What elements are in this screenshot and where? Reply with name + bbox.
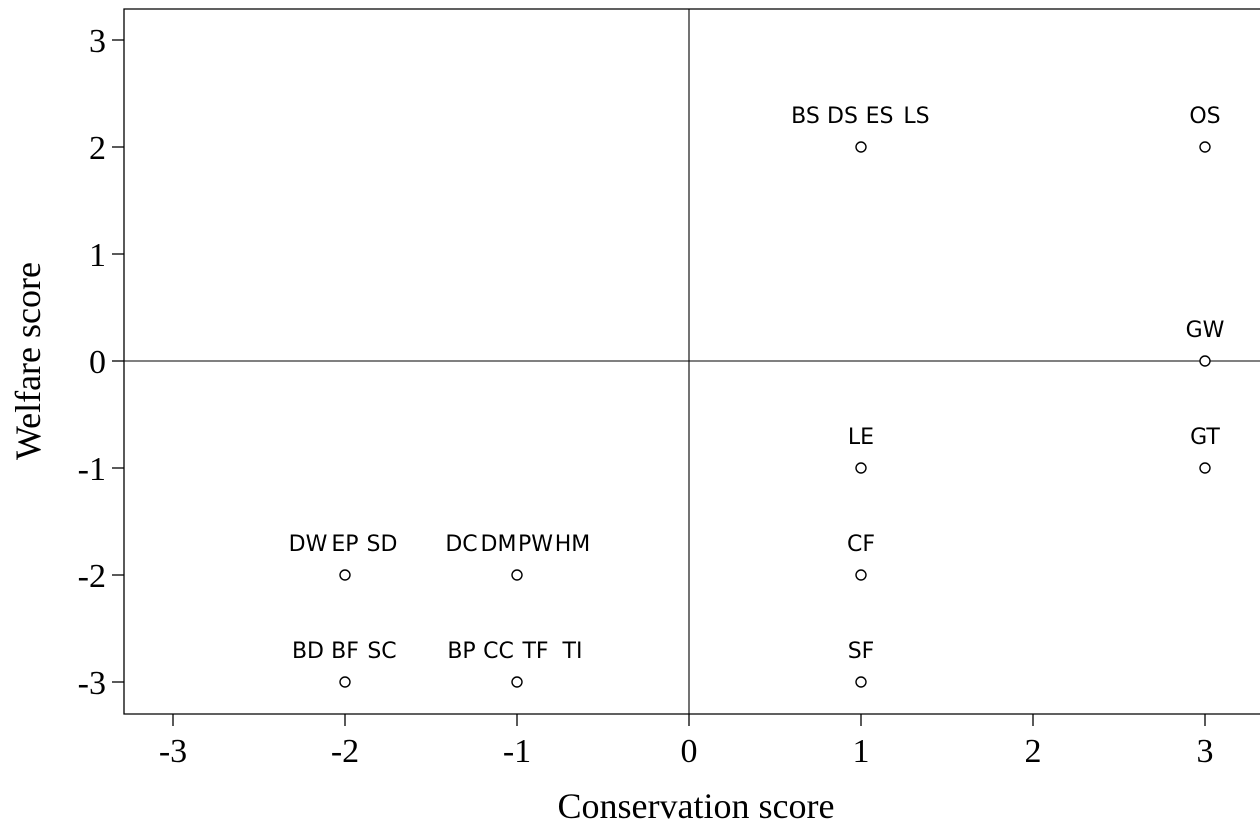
point-label: DW (289, 532, 328, 557)
point-label: TI (562, 639, 583, 664)
x-tick-label: 0 (681, 733, 698, 770)
point-label: SD (367, 532, 398, 557)
point-label: CC (483, 639, 514, 664)
y-axis: -3 -2 -1 0 1 2 3 (78, 23, 124, 702)
x-tick-label: 3 (1197, 733, 1214, 770)
data-point (855, 462, 867, 474)
point-label: EP (331, 532, 358, 557)
point-label: BF (331, 639, 359, 664)
y-tick-label: -1 (78, 451, 106, 488)
point-label: LS (903, 104, 929, 129)
data-point (855, 676, 867, 688)
point-label: OS (1189, 104, 1220, 129)
data-point-group: DC DM PW HM (445, 532, 591, 581)
data-point-group: BD BF SC (292, 639, 397, 688)
point-label: BD (292, 639, 324, 664)
x-tick-label: -3 (159, 733, 187, 770)
y-tick-label: -3 (78, 665, 106, 702)
data-point-group: CF (847, 532, 875, 581)
data-point-group: OS (1189, 104, 1221, 153)
y-axis-title: Welfare score (8, 262, 48, 460)
x-tick-label: -1 (503, 733, 531, 770)
point-label: GT (1190, 425, 1220, 450)
data-point-group: GT (1190, 425, 1220, 474)
x-axis: -3 -2 -1 0 1 2 3 (159, 714, 1214, 770)
data-point (1199, 355, 1211, 367)
reference-lines (124, 9, 1260, 714)
data-point (1199, 462, 1211, 474)
data-point-group: LE (848, 425, 874, 474)
point-label: LE (848, 425, 874, 450)
y-tick-label: 2 (89, 130, 106, 167)
point-label: SF (848, 639, 875, 664)
data-points: BS DS ES LS OS GW LE GT DW EP SD DC DM PW HM CF BD BF SC BP… (289, 104, 1225, 688)
y-tick-label: 3 (89, 23, 106, 60)
data-point (855, 141, 867, 153)
x-tick-label: -2 (331, 733, 359, 770)
data-point (511, 569, 523, 581)
point-label: BS (791, 104, 820, 129)
data-point-group: SF (848, 639, 875, 688)
data-point (855, 569, 867, 581)
point-label: GW (1186, 318, 1225, 343)
point-label: DM (481, 532, 517, 557)
point-label: BP (447, 639, 475, 664)
point-label: CF (847, 532, 875, 557)
data-point-group: BS DS ES LS (791, 104, 930, 153)
data-point (339, 569, 351, 581)
point-label: TF (521, 639, 548, 664)
point-label: HM (555, 532, 591, 557)
data-point (1199, 141, 1211, 153)
data-point (339, 676, 351, 688)
x-tick-label: 1 (853, 733, 870, 770)
data-point (511, 676, 523, 688)
x-axis-title: Conservation score (558, 786, 835, 824)
point-label: PW (518, 532, 553, 557)
point-label: ES (866, 104, 894, 129)
point-label: DS (827, 104, 858, 129)
data-point-group: GW (1186, 318, 1225, 367)
data-point-group: BP CC TF TI (447, 639, 583, 688)
x-tick-label: 2 (1025, 733, 1042, 770)
y-tick-label: 1 (89, 237, 106, 274)
y-tick-label: 0 (89, 344, 106, 381)
point-label: DC (445, 532, 477, 557)
y-tick-label: -2 (78, 558, 106, 595)
data-point-group: DW EP SD (289, 532, 398, 581)
point-label: SC (367, 639, 396, 664)
